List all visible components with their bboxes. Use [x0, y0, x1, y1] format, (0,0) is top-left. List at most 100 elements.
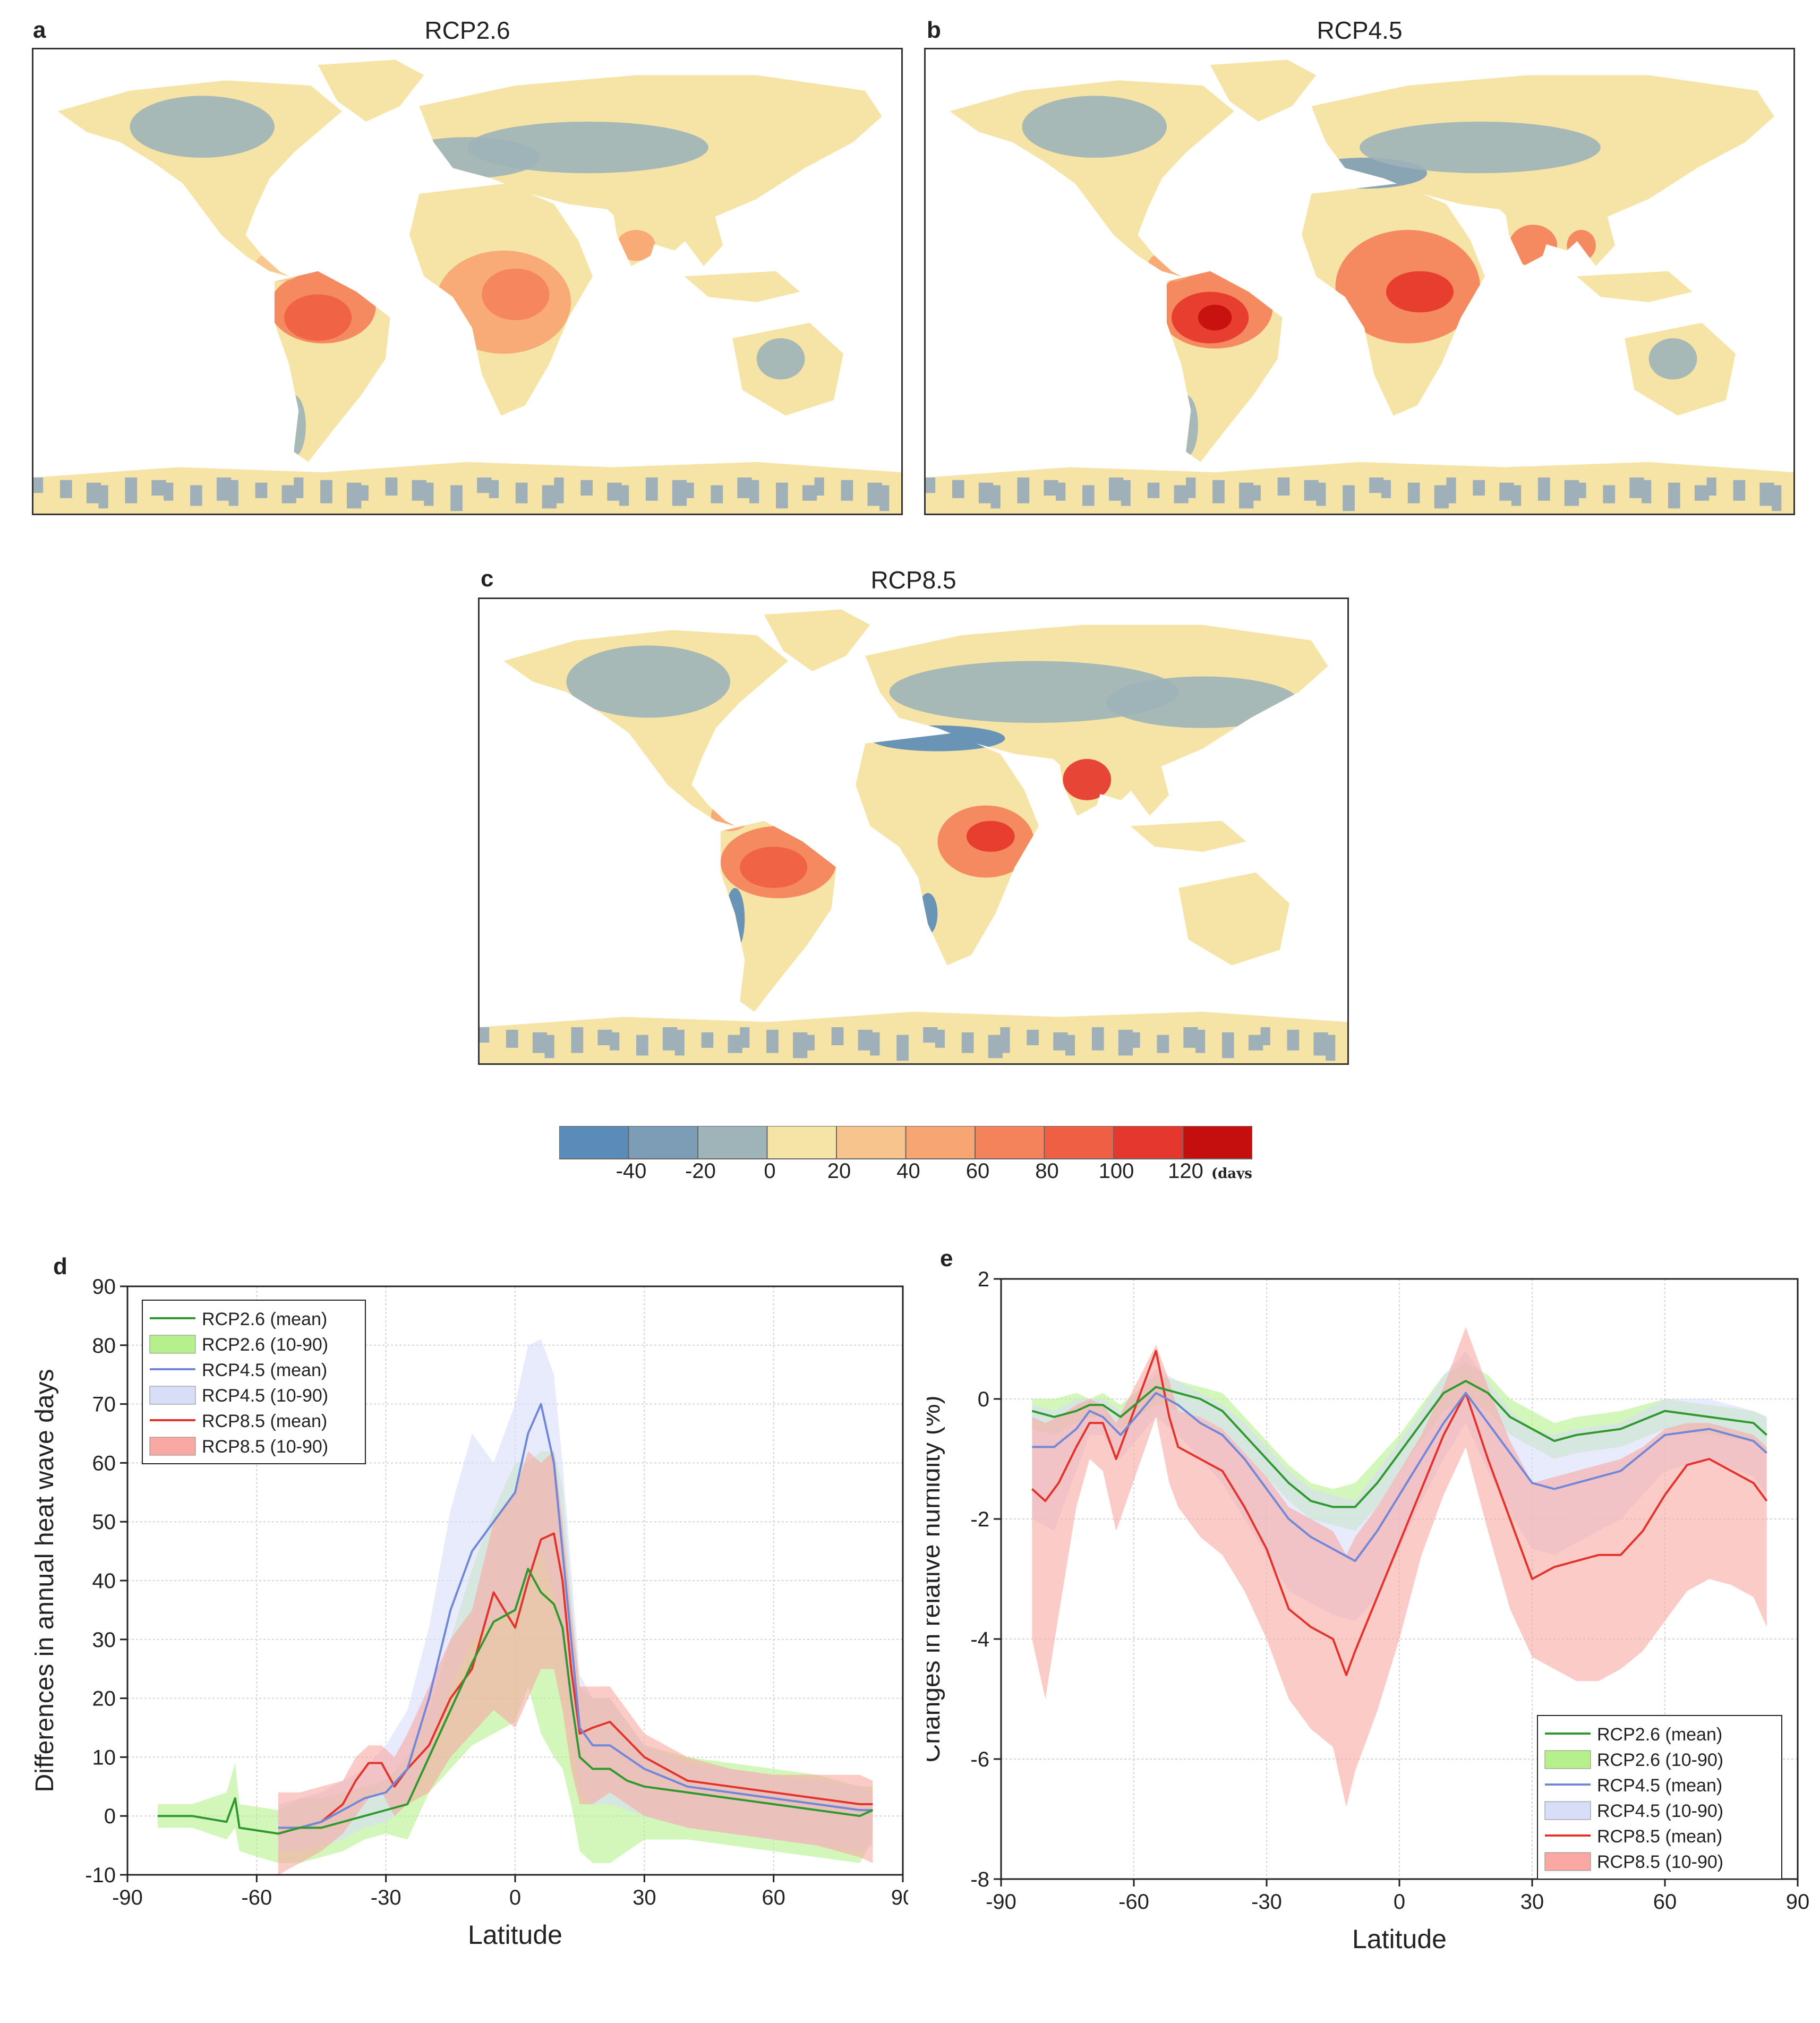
- antarctic-cooling-patch: [814, 477, 824, 496]
- legend-label: RCP8.5 (10-90): [1597, 1852, 1723, 1872]
- warming-region: [1386, 271, 1454, 313]
- antarctic-cooling-patch: [1053, 1032, 1068, 1051]
- antarctic-cooling-patch: [1642, 480, 1652, 503]
- antarctic-cooling-patch: [164, 482, 174, 501]
- line-rcp8-5-mean-: [1031, 1350, 1768, 1676]
- antarctic-cooling-patch: [1381, 480, 1391, 498]
- cooling-region: [281, 395, 306, 457]
- antarctic-cooling-patch: [1576, 482, 1586, 498]
- antarctic-cooling-patch: [1473, 480, 1485, 496]
- colorbar-tick-label: -40: [616, 1159, 647, 1179]
- antarctic-cooling-patch: [610, 1032, 620, 1051]
- colorbar-swatch: [975, 1126, 1045, 1159]
- antarctic-cooling-patch: [1091, 1027, 1104, 1051]
- colorbar-swatch: [905, 1126, 976, 1159]
- colorbar-swatch: [559, 1126, 629, 1159]
- colorbar-tick-label: 120: [1168, 1159, 1203, 1179]
- panel-c-letter: c: [481, 566, 494, 592]
- y-tick-label: -4: [970, 1628, 989, 1651]
- map-rcp26: [32, 48, 903, 515]
- map-rcp45: [924, 48, 1795, 515]
- legend-box: [142, 1300, 366, 1464]
- colorbar-tick-label: 0: [764, 1159, 775, 1179]
- band-rcp8-5-10-90-: [1032, 1327, 1767, 1807]
- y-axis-label: Changes in relative humidity (%): [927, 1396, 945, 1763]
- antarctic-cooling-patch: [450, 485, 463, 511]
- colorbar-swatch: [766, 1126, 837, 1159]
- legend-label: RCP2.6 (10-90): [202, 1335, 328, 1355]
- landmass-australia: [1178, 872, 1290, 966]
- colorbar: -40 -20 0 20 40 60 80 100 120 (days): [559, 1126, 1252, 1179]
- legend-label: RCP4.5 (10-90): [1597, 1801, 1723, 1821]
- warming-region: [284, 294, 352, 341]
- antarctic-cooling-patch: [775, 482, 788, 509]
- antarctic-cooling-patch: [1446, 477, 1456, 503]
- colorbar-tick-label: 20: [827, 1159, 851, 1179]
- legend-label: RCP4.5 (mean): [202, 1360, 327, 1380]
- x-tick-label: 30: [1520, 1890, 1544, 1914]
- line-rcp4-5-mean-: [278, 1403, 873, 1829]
- colorbar-swatch: [697, 1126, 768, 1159]
- antarctic-cooling-patch: [1056, 482, 1066, 501]
- cooling-region: [725, 887, 745, 950]
- panel-d-letter: d: [53, 1253, 67, 1279]
- antarctic-cooling-patch: [1000, 1027, 1010, 1053]
- colorbar-tick-label: 40: [896, 1159, 920, 1179]
- cooling-region: [130, 96, 275, 158]
- antarctic-cooling-patch: [1537, 477, 1550, 501]
- antarctic-cooling-patch: [978, 482, 994, 503]
- warming-region: [1509, 225, 1558, 266]
- cooling-region: [467, 121, 708, 174]
- y-tick-label: 50: [92, 1510, 116, 1534]
- antarctic-cooling-patch: [1065, 1035, 1075, 1056]
- x-tick-label: 60: [762, 1886, 785, 1909]
- y-tick-label: 60: [92, 1452, 116, 1475]
- antarctic-cooling-patch: [1186, 477, 1196, 498]
- antarctic-cooling-patch: [711, 485, 723, 503]
- antarctic-cooling-patch: [255, 482, 268, 498]
- warming-region: [1567, 229, 1596, 261]
- panel-b-letter: b: [927, 17, 941, 43]
- legend-band-swatch: [1544, 1852, 1591, 1871]
- legend-label: RCP8.5 (10-90): [202, 1437, 328, 1457]
- antarctic-cooling-patch: [1343, 485, 1355, 511]
- antarctic-cooling-patch: [636, 1035, 648, 1056]
- x-tick-label: 30: [633, 1886, 656, 1909]
- colorbar-swatch: [1182, 1126, 1252, 1159]
- cooling-region: [870, 725, 1005, 752]
- antarctic-cooling-patch: [1195, 1029, 1206, 1053]
- x-tick-label: 0: [509, 1886, 521, 1909]
- x-tick-label: -90: [986, 1890, 1016, 1914]
- antarctic-cooling-patch: [1407, 482, 1420, 503]
- legend-label: RCP8.5 (mean): [202, 1411, 327, 1431]
- antarctic-cooling-patch: [805, 1035, 815, 1051]
- antarctic-cooling-patch: [674, 1029, 685, 1056]
- antarctic-cooling-patch: [619, 485, 629, 506]
- landmass-greenland: [318, 59, 424, 122]
- antarctic-cooling-patch: [867, 482, 882, 506]
- antarctic-cooling-patch: [793, 1032, 808, 1059]
- landmass-greenland: [764, 609, 870, 671]
- panel-a-title: RCP2.6: [424, 16, 510, 44]
- cooling-region: [566, 645, 731, 718]
- colorbar-tick-label: 100: [1099, 1159, 1134, 1179]
- antarctic-cooling-patch: [320, 480, 332, 503]
- y-tick-label: 0: [978, 1388, 989, 1411]
- antarctic-cooling-patch: [554, 477, 564, 503]
- legend-label: RCP4.5 (10-90): [202, 1386, 328, 1406]
- antarctic-cooling-patch: [1316, 482, 1326, 506]
- antarctic-cooling-patch: [952, 480, 964, 498]
- antarctic-cooling-patch: [515, 482, 528, 503]
- antarctic-cooling-patch: [59, 480, 72, 498]
- line-rcp4-5-mean-: [1032, 1392, 1768, 1563]
- colorbar-swatch: [1044, 1126, 1114, 1159]
- warming-region: [1198, 304, 1232, 331]
- antarctic-cooling-patch: [1733, 480, 1746, 501]
- antarctic-cooling-patch: [190, 485, 202, 506]
- antarctic-cooling-patch: [1082, 485, 1095, 506]
- antarctic-cooling-patch: [1251, 485, 1261, 501]
- antarctic-cooling-patch: [1017, 477, 1030, 503]
- colorbar-swatch: [836, 1126, 907, 1159]
- antarctic-cooling-patch: [571, 1027, 584, 1053]
- antarctic-cooling-patch: [33, 477, 44, 493]
